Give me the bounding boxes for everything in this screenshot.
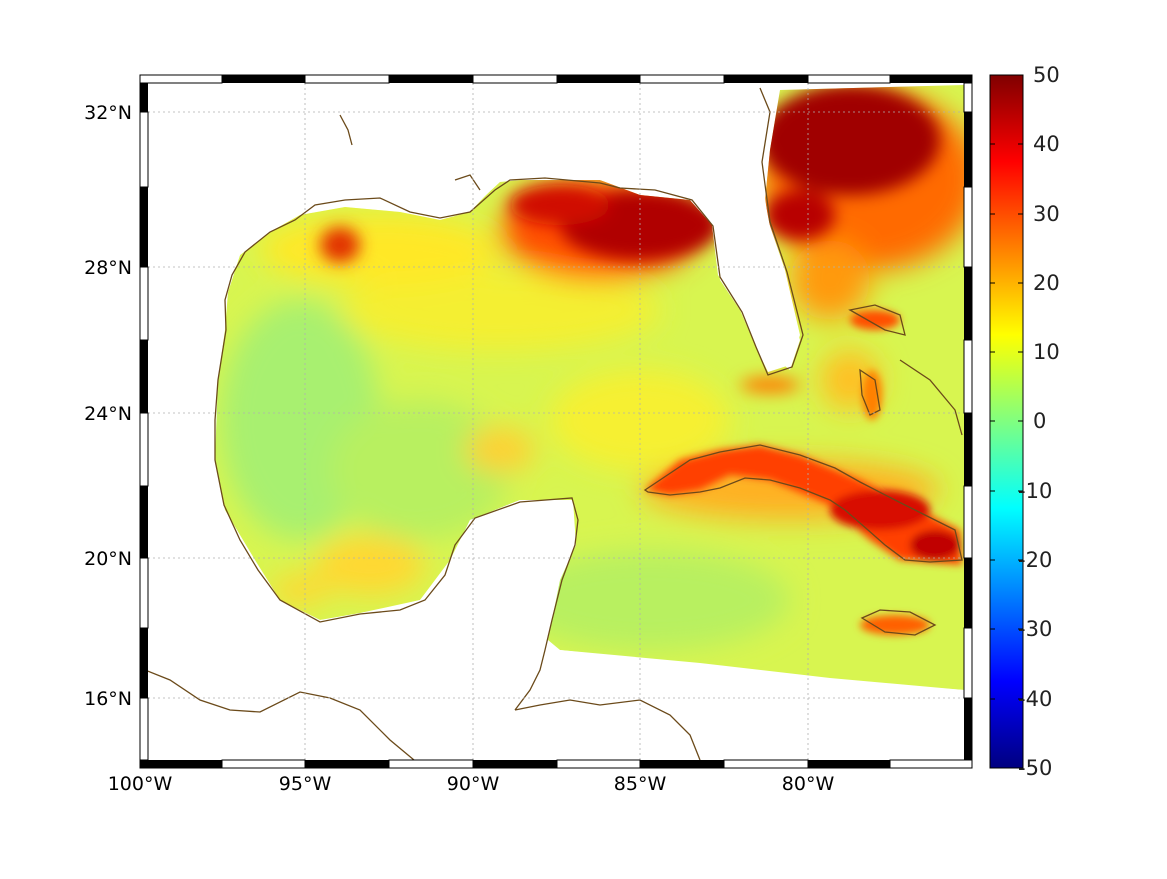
map-frame — [139, 74, 973, 769]
coastline — [148, 87, 963, 760]
lat-label: 20°N — [84, 548, 132, 570]
lat-label: 32°N — [84, 102, 132, 124]
colorbar-labels: 50 40 30 20 10 0 -10 -20 -30 -40 -50 — [1018, 63, 1060, 780]
colorbar-tick-label: 50 — [1033, 63, 1060, 87]
colorbar-tick-label: 10 — [1033, 340, 1060, 364]
colorbar-tick-label: -20 — [1018, 548, 1052, 572]
lat-label: 16°N — [84, 688, 132, 710]
sst-anomaly-field — [148, 83, 964, 760]
lon-label: 100°W — [108, 773, 173, 795]
lat-label: 24°N — [84, 403, 132, 425]
lon-label: 90°W — [447, 773, 500, 795]
colorbar-tick-label: 40 — [1033, 132, 1060, 156]
longitude-labels: 100°W 95°W 90°W 85°W 80°W — [108, 773, 835, 795]
colorbar-tick-label: 0 — [1033, 409, 1046, 433]
colorbar-tick-label: 30 — [1033, 202, 1060, 226]
colorbar: 50 40 30 20 10 0 -10 -20 -30 -40 -50 — [989, 63, 1060, 780]
lon-label: 95°W — [279, 773, 332, 795]
colorbar-tick-label: -10 — [1018, 479, 1052, 503]
graticule — [148, 83, 964, 760]
colorbar-tick-label: -40 — [1018, 687, 1052, 711]
latitude-labels: 32°N 28°N 24°N 20°N 16°N — [84, 102, 132, 710]
lat-label: 28°N — [84, 257, 132, 279]
lon-label: 80°W — [782, 773, 835, 795]
colorbar-gradient — [989, 74, 1024, 769]
lon-label: 85°W — [614, 773, 667, 795]
colorbar-tick-label: 20 — [1033, 271, 1060, 295]
colorbar-tick-label: -30 — [1018, 617, 1052, 641]
colorbar-tick-label: -50 — [1018, 756, 1052, 780]
